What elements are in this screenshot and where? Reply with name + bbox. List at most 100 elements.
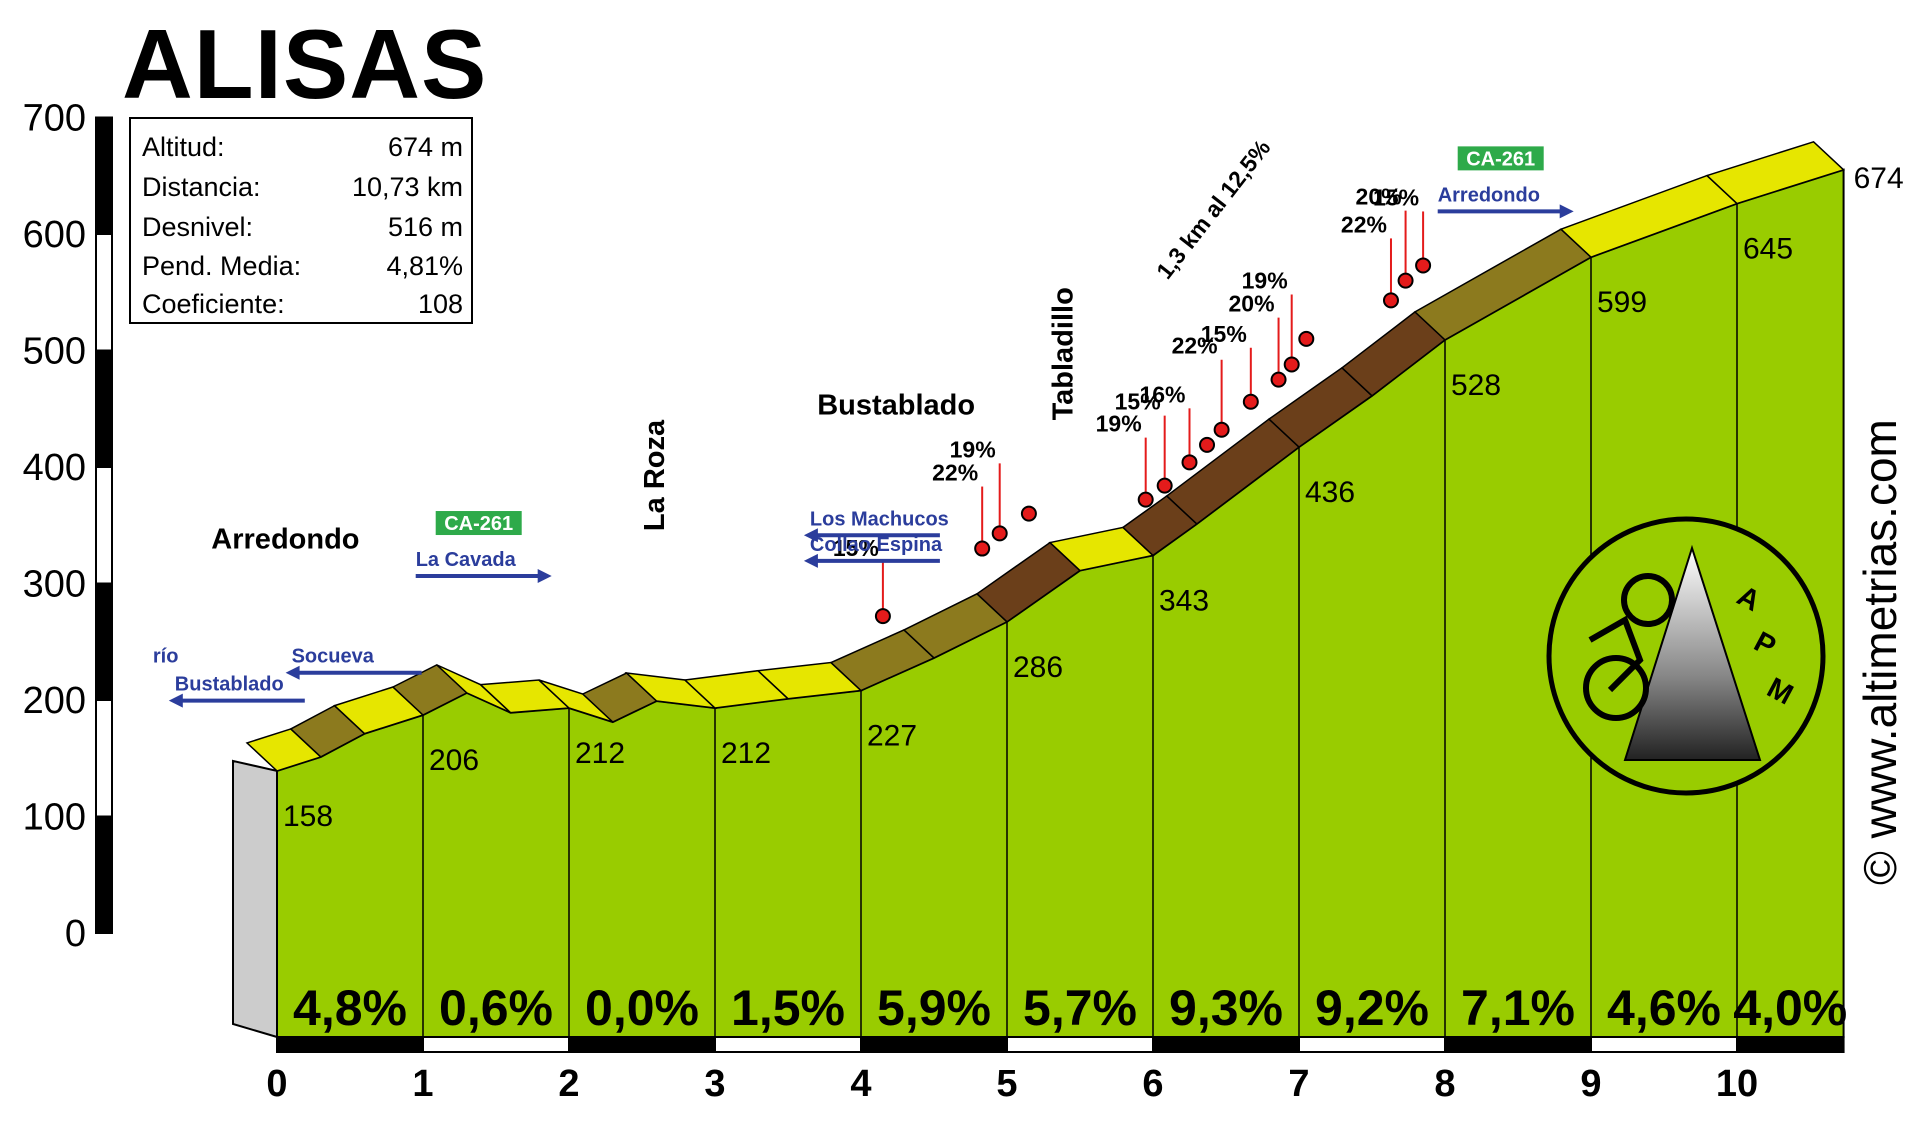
y-axis-bar-segment [95,116,113,235]
steep-percent-label: 22% [1172,333,1218,359]
stat-value-distance: 10,73 km [352,172,463,202]
arrow-head-icon [1559,204,1574,219]
steep-markers: 15%22%19%19%15%16%22%15%20%19%22%20%15% [833,184,1432,625]
road-badge-label: CA-261 [1466,148,1535,170]
steep-marker-dot [1137,491,1154,508]
stat-label-distance: Distancia: [142,172,261,202]
stat-label-average-gradient: Pend. Media: [142,251,301,281]
altitude-label: 212 [721,737,771,770]
altitude-label: 599 [1597,286,1647,319]
stat-value-coefficient: 108 [418,289,463,319]
altitude-label: 286 [1013,651,1063,684]
altitude-label: 436 [1305,476,1355,509]
steep-marker-dot [1213,421,1230,438]
y-tick-label: 0 [65,913,86,955]
place-labels: Arredondo Bustablado La Roza Tabladillo [211,287,1079,555]
arrow-head-icon [537,569,552,584]
steep-marker-dot [1382,292,1399,309]
steep-percent-label: 22% [1341,211,1387,237]
km-bar [276,1036,1845,1053]
y-axis-bar-segment [95,815,113,934]
road-surface-segment [1705,140,1846,205]
steep-marker-dot [1181,454,1198,471]
profile-area [232,140,1846,1039]
y-tick-label: 300 [23,564,86,606]
x-tick-label: 1 [412,1063,433,1105]
y-axis-bar-segment [95,349,113,468]
arrow-head-icon [285,665,300,680]
km-bar-segment [1444,1036,1592,1053]
x-tick-label: 8 [1434,1063,1455,1105]
km-bar-segment [860,1036,1008,1053]
steep-marker-dot [1020,505,1037,522]
steep-marker-dot [991,525,1008,542]
steep-percent-label: 20% [1356,184,1402,210]
y-tick-label: 400 [23,447,86,489]
place-label: Bustablado [817,390,975,422]
road-label: Socueva [292,646,375,668]
steep-percent-label: 19% [950,436,996,462]
x-tick-label: 7 [1288,1063,1309,1105]
gradient-label: 0,0% [585,980,699,1036]
km-bar-segment [276,1036,424,1053]
steep-percent-label: 15% [1115,389,1161,415]
steep-percent-label: 16% [1139,381,1185,407]
stat-label-altitude: Altitud: [142,132,225,162]
gradient-labels: 4,8% 0,6% 0,0% 1,5% 5,9% 5,7% 9,3% 9,2% 7,1% 4,6%… [293,980,1847,1036]
chart-title: ALISAS [122,9,487,119]
steep-marker-dot [1415,257,1432,274]
road-badge [435,511,522,536]
road-label: Arredondo [1438,184,1540,206]
gradient-label: 1,5% [731,980,845,1036]
steep-percent-label: 15% [1201,321,1247,347]
x-axis: 0 1 2 3 4 5 6 7 8 9 10 [266,1063,1758,1105]
bike-wheel-icon [1583,655,1649,721]
steep-annotation: 1,3 km al 12,5% [1151,135,1275,284]
km-bar-segment [568,1036,716,1053]
copyright-text: © www.altimetrias.com [1854,419,1906,885]
y-axis-bar-segment [95,233,113,352]
gradient-label: 9,3% [1169,980,1283,1036]
cyclist-icon [1588,615,1644,693]
altitude-label: 645 [1743,233,1793,266]
steep-percent-label: 19% [1242,267,1288,293]
gradient-label: 5,7% [1023,980,1137,1036]
gradient-label: 4,6% [1607,980,1721,1036]
place-label: Tabladillo [1048,287,1080,420]
arrow-head-icon [803,528,818,543]
road-badge [1457,146,1544,171]
gradient-label: 4,0% [1733,980,1847,1036]
x-tick-label: 6 [1142,1063,1163,1105]
altitude-label: 343 [1159,584,1209,617]
steep-marker-dot [974,540,991,557]
km-bar-segment [1006,1036,1154,1053]
steep-marker-dot [1156,477,1173,494]
road-label: Bustablado [175,674,284,696]
apm-logo: A P M [1546,516,1826,796]
km-bar-segment [1152,1036,1300,1053]
altitude-label: 674 [1854,162,1904,195]
gradient-label: 4,8% [293,980,407,1036]
altitude-label: 206 [429,744,479,777]
x-tick-label: 2 [558,1063,579,1105]
stats-box: Altitud: 674 m Distancia: 10,73 km Desni… [129,117,473,324]
profile-side-face [232,759,278,1039]
steep-marker-dot [874,608,891,625]
y-tick-label: 200 [23,680,86,722]
gradient-label: 0,6% [439,980,553,1036]
arrow-head-icon [803,553,818,568]
steep-percent-label: 15% [833,535,879,561]
y-axis: 0 100 200 300 400 500 600 700 [23,98,113,955]
y-tick-label: 500 [23,331,86,373]
steep-marker-dot [1242,393,1259,410]
stat-value-altitude: 674 m [388,132,463,162]
steep-percent-label: 22% [932,460,978,486]
x-tick-label: 4 [850,1063,871,1105]
y-axis-bar-segment [95,699,113,818]
stat-value-elevation-gain: 516 m [388,212,463,242]
x-tick-label: 3 [704,1063,725,1105]
y-tick-label: 600 [23,214,86,256]
steep-percent-label: 19% [1096,411,1142,437]
road-labels: Socueva CA-261 La Cavada Los Machucos Collao… [153,146,1574,708]
altitude-label: 212 [575,737,625,770]
